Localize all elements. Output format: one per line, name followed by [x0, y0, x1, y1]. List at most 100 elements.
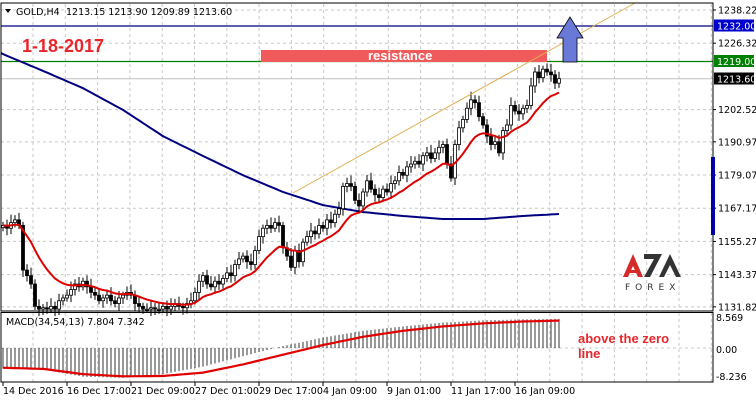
- logo-word: FOREX: [625, 283, 680, 293]
- candle: [61, 294, 65, 306]
- candle: [389, 175, 393, 199]
- time-tick-label: 21 Dec 09:00: [131, 386, 195, 397]
- candle-body: [237, 258, 241, 265]
- candle: [541, 65, 545, 83]
- candle: [545, 63, 549, 76]
- macd-signal-line: [2, 319, 560, 378]
- candle: [449, 155, 453, 182]
- candle-body: [181, 305, 185, 309]
- candle: [233, 259, 237, 282]
- candle-body: [557, 78, 561, 84]
- candle: [277, 215, 281, 233]
- candle-body: [269, 225, 273, 229]
- candle: [385, 183, 389, 196]
- macd-panel-border: [0, 312, 714, 383]
- candle-body: [441, 144, 445, 148]
- candle-body: [169, 305, 173, 310]
- candle-body: [205, 275, 209, 285]
- logo-a2: [659, 254, 681, 277]
- candle-body: [545, 68, 549, 73]
- resistance-zone[interactable]: resistance: [261, 48, 547, 63]
- candle-body: [109, 294, 113, 302]
- fast-moving-average: [2, 91, 560, 306]
- candle-body: [461, 119, 465, 129]
- candle-body: [249, 261, 253, 265]
- candle-body: [137, 303, 141, 307]
- candle-body: [261, 227, 265, 238]
- resistance-rect: [261, 50, 547, 62]
- candle-body: [445, 144, 449, 165]
- candle-body: [53, 305, 57, 310]
- candle: [441, 140, 445, 154]
- candle: [253, 245, 257, 270]
- candle-body: [549, 71, 553, 76]
- time-axis[interactable]: 14 Dec 2016 16 Dec 17:00 21 Dec 09:00 27 De…: [2, 382, 575, 397]
- candle-body: [277, 222, 281, 226]
- candle: [265, 219, 269, 235]
- candle: [413, 156, 417, 169]
- candle-body: [273, 222, 277, 229]
- candle-body: [161, 305, 165, 310]
- candle-body: [73, 283, 77, 291]
- candle: [457, 120, 461, 151]
- candle: [297, 243, 301, 268]
- candle-body: [457, 127, 461, 145]
- candle-body: [433, 152, 437, 159]
- fast-ma-line: [2, 91, 560, 306]
- price-axis[interactable]: 1238.22 1226.32 1202.52 1190.97 1179.07 1167.…: [713, 6, 756, 314]
- candle-body: [241, 255, 245, 260]
- candle: [425, 147, 429, 162]
- candle: [221, 274, 225, 289]
- candle-body: [265, 225, 269, 229]
- candle-body: [345, 183, 349, 187]
- logo-z: [644, 254, 662, 277]
- price-tick-label: 1143.37: [718, 270, 756, 281]
- macd-tick-label: 0.00: [716, 345, 737, 356]
- candle-body: [69, 289, 73, 296]
- time-tick-label: 29 Dec 17:00: [259, 386, 323, 397]
- candle-body: [85, 280, 89, 288]
- macd-tick-label: -8.236: [716, 372, 747, 383]
- candle: [97, 288, 101, 305]
- macd-title: MACD(34,54,13) 7.804 7.342: [6, 317, 145, 328]
- candle: [153, 303, 157, 316]
- candle: [241, 252, 245, 263]
- candle-body: [501, 130, 505, 154]
- candle: [477, 95, 481, 122]
- candle: [45, 301, 49, 314]
- candle: [225, 267, 229, 283]
- candle: [481, 113, 485, 129]
- up-arrow-icon[interactable]: [556, 16, 584, 63]
- price-tick-label: 1179.07: [718, 171, 756, 182]
- candle: [29, 267, 33, 289]
- candle: [393, 176, 397, 190]
- macd-panel: [2, 318, 560, 378]
- candle-body: [141, 305, 145, 310]
- candle: [421, 152, 425, 172]
- dropdown-triangle-icon[interactable]: [5, 9, 11, 13]
- candle: [517, 104, 521, 121]
- candle: [289, 248, 293, 271]
- candle-body: [325, 219, 329, 229]
- candle-body: [213, 280, 217, 288]
- candle-body: [485, 124, 489, 137]
- candle: [261, 224, 265, 244]
- candle-body: [57, 300, 61, 310]
- candle: [485, 119, 489, 144]
- candle: [313, 226, 317, 240]
- time-tick-label: 4 Jan 09:00: [323, 386, 377, 397]
- aza-forex-logo: FOREX: [623, 254, 681, 293]
- price-tag-current-text: 1213.60: [717, 75, 756, 86]
- price-tick-label: 1131.82: [718, 302, 756, 313]
- candle-body: [513, 105, 517, 112]
- candle-body: [37, 305, 41, 310]
- price-tag-1232: [714, 19, 754, 32]
- axis-scroll-marker[interactable]: [711, 157, 715, 235]
- candle: [317, 218, 321, 239]
- grid: [1, 4, 713, 382]
- candle: [521, 104, 525, 120]
- macd-note-line1: above the zero: [578, 331, 669, 346]
- candle-body: [489, 135, 493, 145]
